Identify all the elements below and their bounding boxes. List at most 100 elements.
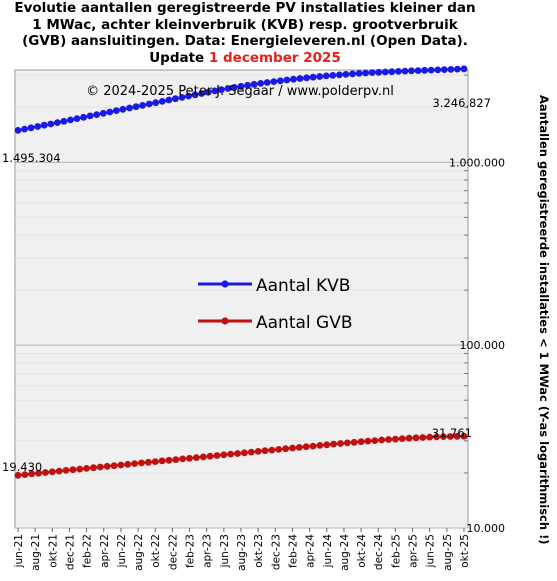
y-tick-label: 100.000: [460, 339, 506, 352]
data-point-kvb: [322, 72, 330, 80]
legend-kvb-marker: [221, 280, 229, 288]
data-point-kvb: [198, 90, 206, 97]
data-point-kvb: [73, 115, 81, 122]
data-point-gvb: [145, 458, 152, 466]
data-point-gvb: [110, 462, 118, 470]
data-point-gvb: [90, 464, 97, 472]
data-point-kvb: [152, 99, 160, 107]
data-point-kvb: [165, 96, 173, 104]
data-point-gvb: [28, 470, 36, 478]
update-prefix: Update: [149, 49, 209, 66]
data-point-gvb: [179, 455, 187, 463]
data-point-kvb: [14, 126, 22, 134]
data-point-kvb: [316, 73, 324, 80]
x-tick-label: jun-22: [116, 534, 128, 568]
data-point-kvb: [427, 66, 435, 74]
legend-gvb-label: Aantal GVB: [256, 313, 353, 333]
data-point-kvb: [86, 112, 94, 120]
data-point-kvb: [217, 86, 225, 94]
data-point-kvb: [401, 67, 409, 75]
data-point-kvb: [178, 94, 186, 101]
data-point-kvb: [290, 75, 297, 83]
data-point-kvb: [126, 104, 133, 112]
data-point-kvb: [204, 88, 212, 96]
data-point-kvb: [224, 85, 232, 92]
data-point-gvb: [186, 454, 193, 462]
data-point-gvb: [227, 450, 235, 458]
legend: Aantal KVB Aantal GVB: [198, 276, 353, 333]
kvb-end-label: 3.246.827: [432, 96, 491, 110]
gvb-end-label: 31.761: [432, 426, 472, 440]
data-point-kvb: [296, 75, 304, 82]
x-tick-label: aug-24: [339, 534, 351, 571]
data-point-gvb: [275, 446, 283, 453]
data-point-kvb: [408, 67, 415, 75]
data-point-gvb: [392, 435, 399, 443]
kvb-start-label: 1.495.304: [2, 151, 61, 165]
data-point-gvb: [21, 471, 29, 478]
data-point-gvb: [440, 433, 447, 440]
data-point-gvb: [295, 444, 303, 451]
data-point-gvb: [371, 437, 379, 444]
data-point-gvb: [433, 433, 440, 441]
data-point-gvb: [151, 458, 159, 465]
data-point-gvb: [268, 446, 276, 454]
y-tick-label: 1.000.000: [449, 156, 505, 169]
data-point-kvb: [172, 95, 179, 103]
data-point-gvb: [241, 449, 248, 457]
plot-area: [14, 69, 469, 529]
data-point-kvb: [40, 121, 48, 129]
data-point-gvb: [193, 454, 200, 461]
x-tick-label: okt-22: [150, 534, 162, 568]
data-point-kvb: [362, 69, 369, 77]
data-point-kvb: [191, 91, 199, 99]
data-point-kvb: [67, 116, 74, 124]
data-point-kvb: [447, 66, 455, 73]
x-tick-label: feb-23: [185, 534, 197, 568]
data-point-kvb: [381, 68, 389, 76]
data-point-gvb: [350, 438, 358, 446]
data-point-gvb: [309, 442, 317, 450]
data-point-kvb: [250, 80, 258, 88]
data-point-kvb: [454, 65, 461, 73]
x-tick-label: aug-21: [30, 534, 42, 571]
title-line-4: Update 1 december 2025: [0, 50, 490, 67]
x-tick-label: aug-23: [236, 534, 248, 571]
data-point-kvb: [368, 69, 376, 76]
x-tick-label: okt-23: [253, 534, 265, 568]
x-tick-label: dec-23: [270, 534, 282, 570]
data-point-kvb: [342, 71, 350, 78]
data-point-kvb: [145, 100, 153, 108]
data-point-kvb: [375, 68, 383, 76]
data-point-kvb: [211, 87, 219, 95]
data-point-gvb: [158, 457, 166, 465]
x-tick-label: aug-25: [442, 534, 454, 571]
data-point-gvb: [412, 434, 420, 442]
data-point-kvb: [303, 74, 310, 82]
data-point-kvb: [440, 66, 448, 73]
data-point-kvb: [336, 71, 343, 79]
data-point-kvb: [54, 119, 61, 126]
x-tick-label: dec-21: [64, 534, 76, 570]
data-point-gvb: [69, 466, 77, 474]
data-point-gvb: [337, 440, 344, 447]
data-point-gvb: [316, 442, 324, 449]
x-tick-label: okt-24: [356, 534, 368, 568]
x-tick-label: dec-22: [167, 534, 179, 570]
data-point-kvb: [270, 78, 278, 85]
data-point-gvb: [254, 448, 262, 455]
data-point-kvb: [158, 98, 166, 105]
data-point-kvb: [139, 102, 147, 109]
data-point-gvb: [426, 433, 434, 441]
title-line-1: Evolutie aantallen geregistreerde PV ins…: [14, 0, 476, 16]
copyright-text: © 2024-2025 Peter J. Segaar / www.polder…: [86, 84, 394, 99]
data-point-kvb: [185, 92, 192, 100]
data-point-kvb: [283, 76, 291, 84]
data-point-gvb: [83, 465, 90, 472]
x-tick-label: apr-23: [202, 534, 214, 568]
data-point-kvb: [329, 72, 337, 79]
data-point-gvb: [124, 460, 132, 468]
data-point-gvb: [62, 467, 70, 474]
x-tick-label: feb-22: [82, 534, 94, 568]
data-point-kvb: [80, 113, 87, 121]
